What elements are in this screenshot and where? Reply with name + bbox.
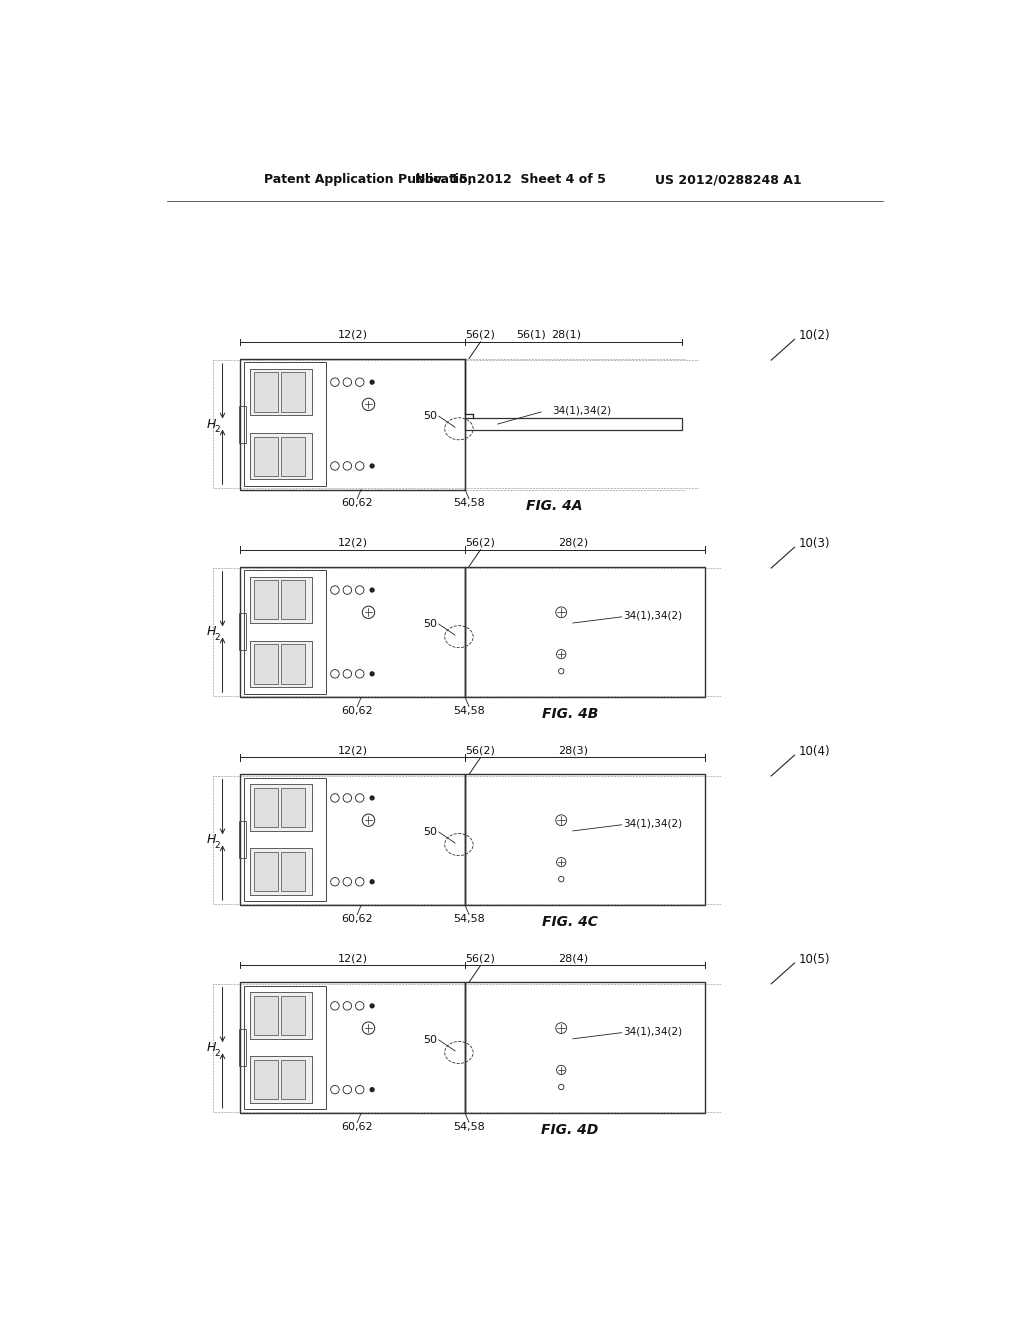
Text: 12(2): 12(2) — [338, 953, 368, 964]
Bar — [251, 784, 312, 832]
Bar — [241, 566, 465, 697]
Text: 50: 50 — [423, 412, 437, 421]
Bar — [251, 849, 312, 895]
Bar — [251, 993, 312, 1039]
Circle shape — [371, 380, 374, 384]
Bar — [239, 405, 246, 442]
Bar — [254, 1060, 278, 1100]
Bar — [282, 372, 305, 412]
Bar — [245, 779, 326, 902]
Text: 56(2): 56(2) — [466, 746, 496, 755]
Bar — [239, 614, 246, 651]
Bar — [251, 640, 312, 688]
Text: 50: 50 — [423, 828, 437, 837]
Text: 50: 50 — [423, 1035, 437, 1045]
Circle shape — [371, 1005, 374, 1007]
Circle shape — [371, 880, 374, 883]
Bar — [282, 788, 305, 828]
Text: 34(1),34(2): 34(1),34(2) — [624, 610, 682, 620]
Text: 2: 2 — [214, 1048, 220, 1057]
Bar — [241, 359, 465, 490]
Text: 54,58: 54,58 — [454, 915, 485, 924]
Bar — [254, 644, 278, 684]
Bar — [241, 982, 465, 1113]
Bar — [254, 788, 278, 828]
Circle shape — [371, 589, 374, 591]
Bar — [254, 997, 278, 1035]
Text: 56(1): 56(1) — [516, 330, 546, 339]
Text: 2: 2 — [214, 632, 220, 642]
Bar — [254, 437, 278, 475]
Bar — [465, 566, 706, 697]
Text: 2: 2 — [214, 425, 220, 434]
Text: H: H — [207, 417, 216, 430]
Text: 54,58: 54,58 — [454, 499, 485, 508]
Bar — [251, 1056, 312, 1104]
Bar — [254, 853, 278, 891]
Text: 60,62: 60,62 — [341, 1122, 373, 1133]
Text: FIG. 4A: FIG. 4A — [526, 499, 583, 513]
Circle shape — [371, 672, 374, 676]
Text: H: H — [207, 1041, 216, 1055]
Bar — [241, 775, 465, 906]
Text: 12(2): 12(2) — [338, 537, 368, 548]
Text: 10(4): 10(4) — [799, 744, 830, 758]
Circle shape — [371, 465, 374, 467]
Text: 12(2): 12(2) — [338, 330, 368, 339]
Text: 10(5): 10(5) — [799, 953, 829, 966]
Text: 12(2): 12(2) — [338, 746, 368, 755]
Text: FIG. 4D: FIG. 4D — [541, 1123, 598, 1137]
Text: 54,58: 54,58 — [454, 706, 485, 717]
Text: Patent Application Publication: Patent Application Publication — [263, 173, 476, 186]
Text: 34(1),34(2): 34(1),34(2) — [552, 405, 611, 416]
Bar — [282, 437, 305, 475]
Bar — [251, 368, 312, 416]
Text: Nov. 15, 2012  Sheet 4 of 5: Nov. 15, 2012 Sheet 4 of 5 — [415, 173, 605, 186]
Bar — [245, 363, 326, 486]
Bar — [254, 372, 278, 412]
Text: H: H — [207, 833, 216, 846]
Text: H: H — [207, 626, 216, 639]
Text: 50: 50 — [423, 619, 437, 630]
Bar — [282, 644, 305, 684]
Bar — [282, 853, 305, 891]
Circle shape — [371, 796, 374, 800]
Bar — [465, 982, 706, 1113]
Text: FIG. 4C: FIG. 4C — [542, 915, 598, 929]
Text: 28(1): 28(1) — [551, 330, 581, 339]
Text: 28(2): 28(2) — [558, 537, 589, 548]
Text: 60,62: 60,62 — [341, 706, 373, 717]
Text: 10(3): 10(3) — [799, 537, 829, 550]
Text: 34(1),34(2): 34(1),34(2) — [624, 1026, 682, 1036]
Bar — [282, 581, 305, 619]
Bar — [282, 997, 305, 1035]
Bar — [282, 1060, 305, 1100]
Text: 56(2): 56(2) — [466, 330, 496, 339]
Bar — [254, 581, 278, 619]
Text: 56(2): 56(2) — [466, 537, 496, 548]
Text: 56(2): 56(2) — [466, 953, 496, 964]
Bar — [245, 570, 326, 693]
Bar — [251, 433, 312, 479]
Bar — [465, 775, 706, 906]
Bar — [239, 1030, 246, 1067]
Bar — [239, 821, 246, 858]
Text: 2: 2 — [214, 841, 220, 850]
Text: 10(2): 10(2) — [799, 329, 830, 342]
Circle shape — [371, 1088, 374, 1092]
Bar — [251, 577, 312, 623]
Text: 28(3): 28(3) — [558, 746, 588, 755]
Text: 54,58: 54,58 — [454, 1122, 485, 1133]
Text: 34(1),34(2): 34(1),34(2) — [624, 818, 682, 828]
Text: 60,62: 60,62 — [341, 915, 373, 924]
Text: US 2012/0288248 A1: US 2012/0288248 A1 — [655, 173, 802, 186]
Text: 60,62: 60,62 — [341, 499, 373, 508]
Bar — [465, 418, 682, 430]
Text: FIG. 4B: FIG. 4B — [542, 708, 598, 721]
Text: 28(4): 28(4) — [558, 953, 589, 964]
Bar — [245, 986, 326, 1109]
